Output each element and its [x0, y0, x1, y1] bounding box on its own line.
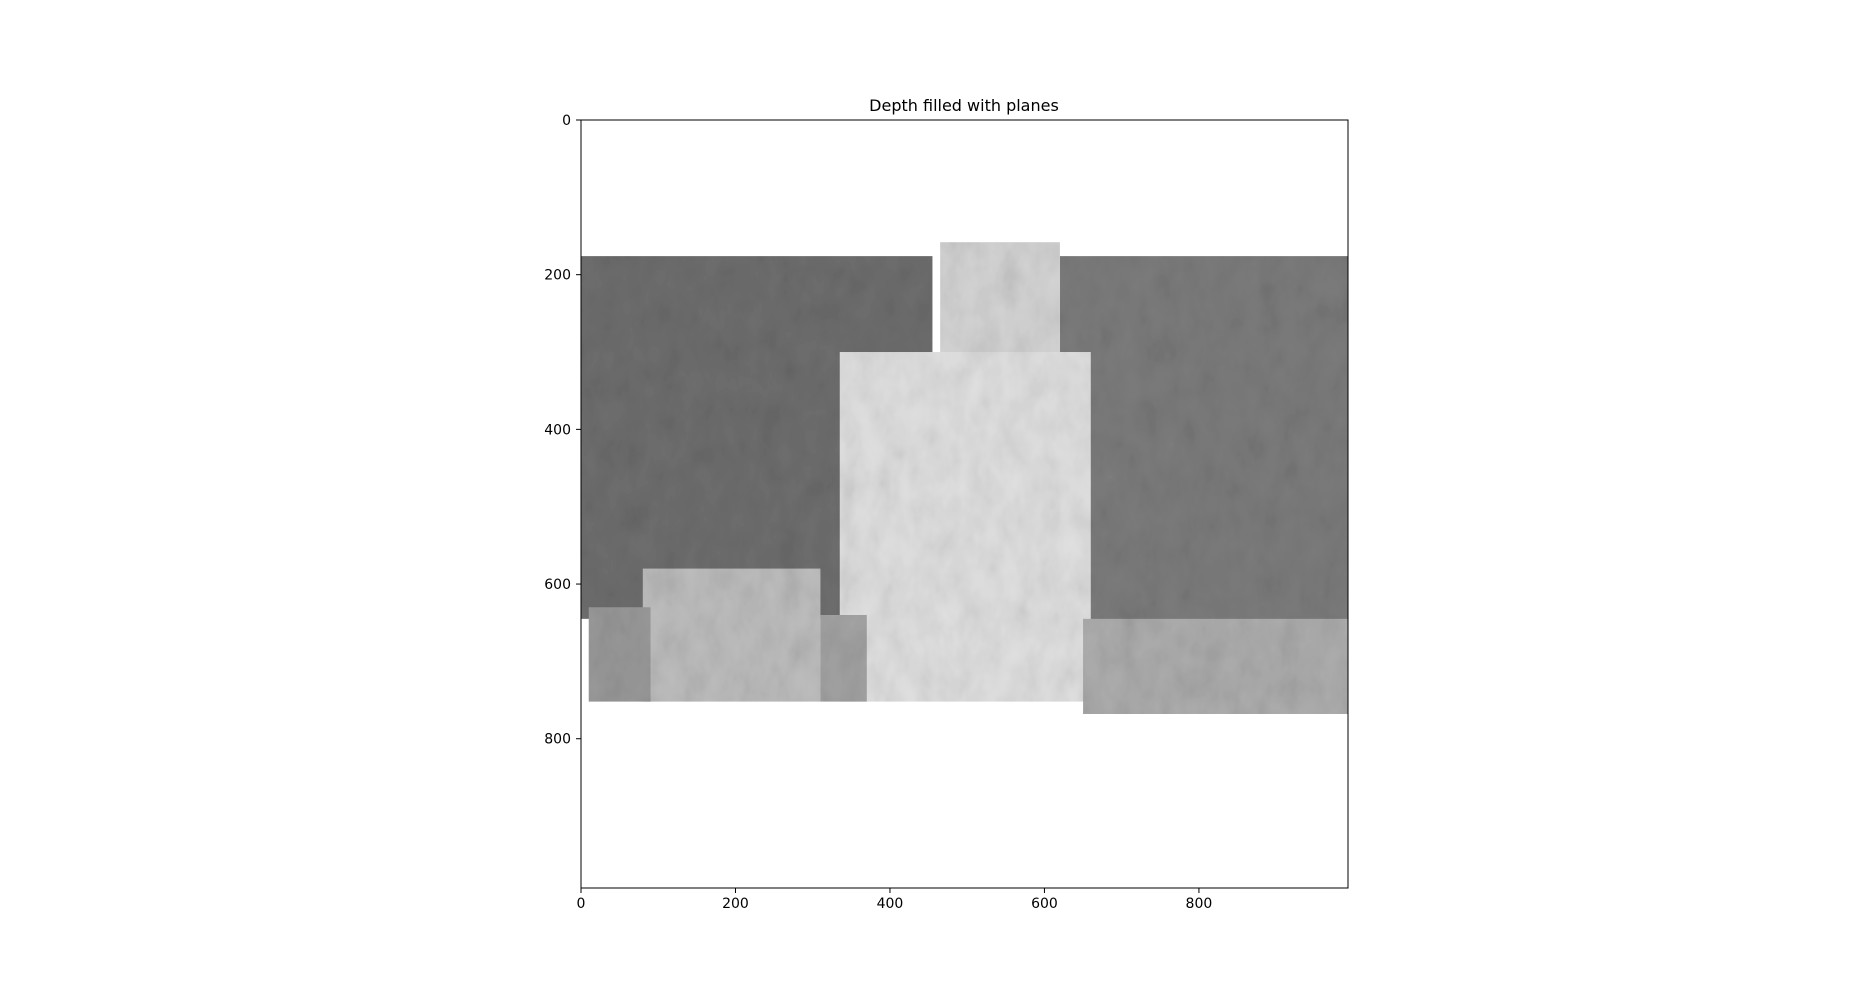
depth-region: [642, 568, 821, 702]
depth-region: [588, 607, 651, 702]
y-tick-label: 800: [544, 732, 571, 748]
depth-region: [1083, 618, 1348, 714]
x-tick-label: 800: [1186, 896, 1213, 912]
chart-title: Depth filled with planes: [869, 96, 1059, 115]
depth-region: [1059, 256, 1348, 623]
y-tick-label: 0: [562, 113, 571, 129]
x-axis: 0 200 400 600 800: [577, 888, 1213, 912]
axes-frame: [580, 119, 1349, 889]
y-axis: 0 200 400 600 800: [544, 113, 581, 748]
depth-region: [820, 614, 867, 702]
x-tick-label: 200: [722, 896, 749, 912]
x-tick-label: 0: [577, 896, 586, 912]
y-tick-label: 200: [544, 268, 571, 284]
x-tick-label: 400: [877, 896, 904, 912]
depth-region: [839, 352, 1091, 702]
depth-regions: [581, 242, 1348, 714]
y-tick-label: 400: [544, 422, 571, 438]
y-tick-label: 600: [544, 577, 571, 593]
x-tick-label: 600: [1031, 896, 1058, 912]
image-area: [581, 120, 1348, 888]
